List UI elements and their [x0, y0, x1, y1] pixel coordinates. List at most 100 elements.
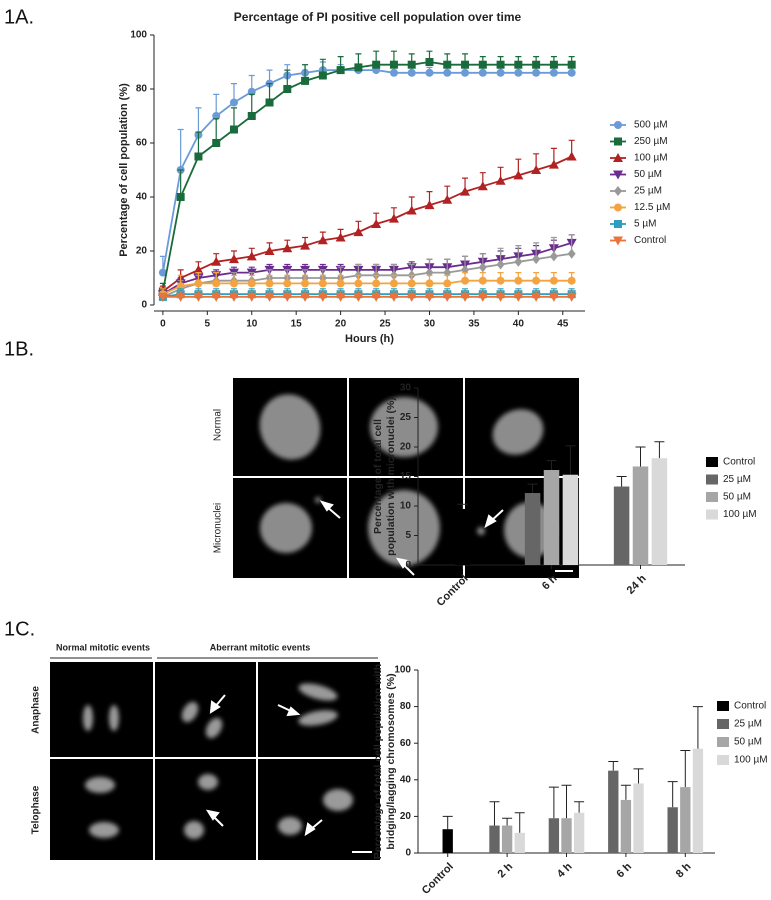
marker: [514, 68, 523, 77]
marker: [532, 254, 541, 265]
error-bar: [213, 118, 220, 143]
y-tick-label: 15: [400, 471, 412, 482]
legend-label: 25 µM: [634, 186, 662, 197]
marker: [175, 292, 186, 302]
marker: [406, 292, 417, 302]
marker: [282, 292, 293, 302]
error-bar: [680, 750, 691, 788]
legend-marker: [613, 153, 623, 162]
x-tick-label: 2 h: [496, 861, 516, 881]
marker: [566, 151, 577, 161]
marker: [549, 276, 558, 285]
x-tick-label: 15: [291, 319, 303, 330]
marker: [212, 279, 221, 288]
marker: [531, 292, 542, 302]
y-tick-label: 5: [405, 530, 411, 541]
marker: [424, 292, 435, 302]
error-bar: [177, 128, 184, 170]
y-tick-label: 40: [136, 192, 148, 203]
error-bar: [561, 784, 572, 819]
error-bar: [546, 460, 557, 471]
y-axis-label: Percentage of total cell: [372, 419, 384, 534]
marker: [158, 268, 167, 277]
y-tick-label: 20: [136, 246, 148, 257]
y-tick-label: 100: [394, 665, 411, 676]
marker: [176, 193, 185, 201]
y-tick-label: 20: [400, 442, 412, 453]
error-bar: [457, 503, 468, 509]
marker: [353, 227, 364, 237]
bar: [613, 486, 630, 565]
legend-label: 12.5 µM: [634, 202, 670, 213]
marker: [354, 279, 363, 288]
y-tick-label: 10: [400, 501, 412, 512]
series-line: [162, 279, 572, 296]
x-tick-label: 10: [246, 319, 258, 330]
marker: [461, 68, 470, 77]
marker: [566, 292, 577, 302]
bar: [692, 748, 704, 853]
error-bar: [616, 476, 627, 487]
panel-label: 1B.: [4, 338, 34, 360]
marker: [548, 292, 559, 302]
marker: [389, 279, 398, 288]
error-bar: [565, 445, 576, 475]
bar: [562, 474, 579, 565]
marker: [283, 85, 292, 93]
marker: [514, 256, 523, 267]
marker: [389, 60, 398, 69]
marker: [478, 60, 487, 69]
marker: [514, 276, 523, 285]
marker: [567, 276, 576, 285]
y-tick-label: 0: [405, 560, 411, 571]
marker: [300, 240, 311, 250]
error-bar: [195, 131, 202, 157]
marker: [194, 279, 203, 288]
marker: [461, 276, 470, 285]
x-tick-label: 25: [379, 319, 391, 330]
x-tick-label: 30: [424, 319, 436, 330]
marker: [442, 194, 453, 204]
marker: [212, 139, 221, 147]
marker: [157, 292, 168, 302]
marker: [388, 292, 399, 302]
marker: [406, 205, 417, 215]
marker: [353, 292, 364, 302]
marker: [460, 292, 471, 302]
marker: [336, 279, 345, 288]
marker: [193, 292, 204, 302]
legend-swatch: [706, 457, 718, 467]
legend-label: 100 µM: [723, 509, 757, 520]
marker: [264, 292, 275, 302]
y-tick-label: 30: [400, 383, 412, 394]
marker: [335, 232, 346, 242]
x-tick-label: 5: [205, 319, 211, 330]
marker: [336, 66, 345, 75]
marker: [496, 60, 505, 69]
marker: [211, 292, 222, 302]
marker: [443, 279, 452, 288]
marker: [495, 292, 506, 302]
marker: [212, 112, 221, 120]
x-tick-label: 35: [468, 319, 480, 330]
marker: [247, 112, 256, 120]
y-tick-label: 60: [136, 138, 148, 149]
marker: [318, 279, 327, 288]
marker: [265, 98, 274, 107]
marker: [477, 181, 488, 191]
column-group-label: Aberrant mitotic events: [210, 642, 311, 652]
marker: [531, 165, 542, 174]
x-tick-label: 45: [557, 319, 569, 330]
legend-label: Control: [723, 457, 755, 468]
marker: [283, 279, 292, 288]
bar: [501, 825, 513, 853]
legend-label: 100 µM: [634, 153, 668, 164]
error-bar: [442, 815, 453, 830]
marker: [317, 292, 328, 302]
marker: [443, 68, 452, 77]
error-bar: [195, 107, 202, 135]
marker: [478, 276, 487, 285]
marker: [407, 60, 416, 69]
marker: [371, 219, 382, 228]
marker: [549, 60, 558, 69]
